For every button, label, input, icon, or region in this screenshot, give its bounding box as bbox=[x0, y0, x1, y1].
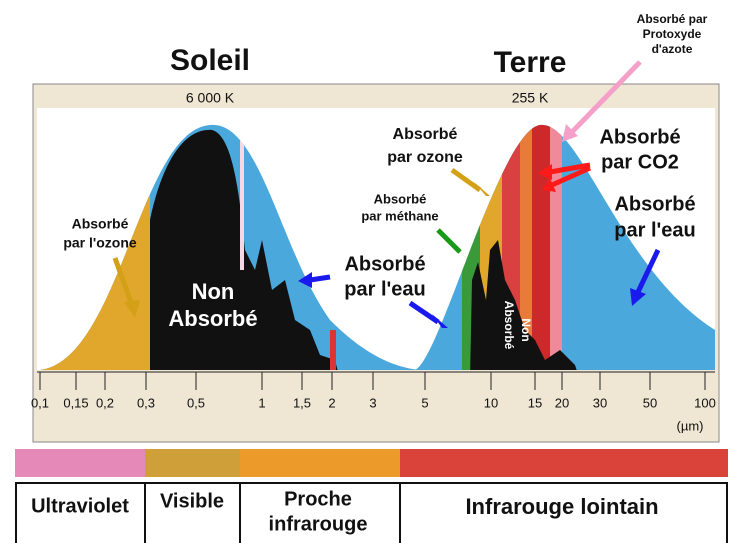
band-label: Infrarouge lointain bbox=[465, 494, 658, 519]
annotation: Absorbé par bbox=[637, 12, 708, 26]
annotation: par CO2 bbox=[601, 151, 679, 173]
tick-label: 0,2 bbox=[96, 395, 114, 410]
annotation: par méthane bbox=[361, 208, 438, 223]
tick-label: 15 bbox=[528, 395, 542, 410]
sun-temperature: 6 000 K bbox=[186, 90, 235, 106]
tick-label: 3 bbox=[369, 395, 376, 410]
tick-label: 2 bbox=[328, 395, 335, 410]
band-dividers bbox=[15, 482, 728, 543]
axis-unit: (µm) bbox=[677, 418, 704, 433]
earth-temperature: 255 K bbox=[512, 90, 549, 106]
x-ticks: 0,1 0,15 0,2 0,3 0,5 1 1,5 2 3 5 10 15 20 30 50 100 bbox=[31, 372, 716, 410]
annotation: Protoxyde bbox=[643, 27, 702, 41]
band-color bbox=[240, 449, 400, 477]
annotation: Absorbé bbox=[344, 253, 425, 275]
annotation: Absorbé bbox=[614, 193, 695, 215]
band-color bbox=[400, 449, 728, 477]
annotation: par l'ozone bbox=[63, 235, 137, 251]
sun-title: Soleil bbox=[170, 44, 250, 77]
tick-label: 10 bbox=[484, 395, 498, 410]
annotation: Absorbé bbox=[168, 306, 257, 331]
tick-label: 0,3 bbox=[137, 395, 155, 410]
band-color bbox=[15, 449, 145, 477]
annotation: par l'eau bbox=[344, 278, 425, 300]
annotation: Absorbé bbox=[393, 126, 458, 143]
annotation: par l'eau bbox=[614, 219, 695, 241]
tick-label: 0,5 bbox=[187, 395, 205, 410]
arrows bbox=[112, 60, 661, 328]
tick-label: 1,5 bbox=[293, 395, 311, 410]
band-label: Visible bbox=[160, 490, 224, 512]
annotation: Absorbé bbox=[502, 301, 516, 350]
tick-label: 0,1 bbox=[31, 395, 49, 410]
band-label: Proche bbox=[284, 488, 352, 510]
tick-label: 20 bbox=[555, 395, 569, 410]
band-label: Ultraviolet bbox=[31, 495, 129, 517]
tick-label: 5 bbox=[421, 395, 428, 410]
annotation: d'azote bbox=[652, 42, 693, 56]
annotation: Absorbé bbox=[72, 216, 129, 232]
annotation: Non bbox=[192, 279, 235, 304]
tick-label: 30 bbox=[593, 395, 607, 410]
band-color bbox=[145, 449, 240, 477]
tick-label: 1 bbox=[258, 395, 265, 410]
annotation: par ozone bbox=[387, 149, 463, 166]
annotation: Absorbé bbox=[599, 126, 680, 148]
annotation: Non bbox=[519, 318, 533, 341]
annotation: Absorbé bbox=[374, 191, 427, 206]
tick-label: 100 bbox=[694, 395, 716, 410]
tick-label: 0,15 bbox=[63, 395, 88, 410]
tick-label: 50 bbox=[643, 395, 657, 410]
band-label: infrarouge bbox=[269, 513, 368, 535]
earth-title: Terre bbox=[494, 46, 567, 79]
